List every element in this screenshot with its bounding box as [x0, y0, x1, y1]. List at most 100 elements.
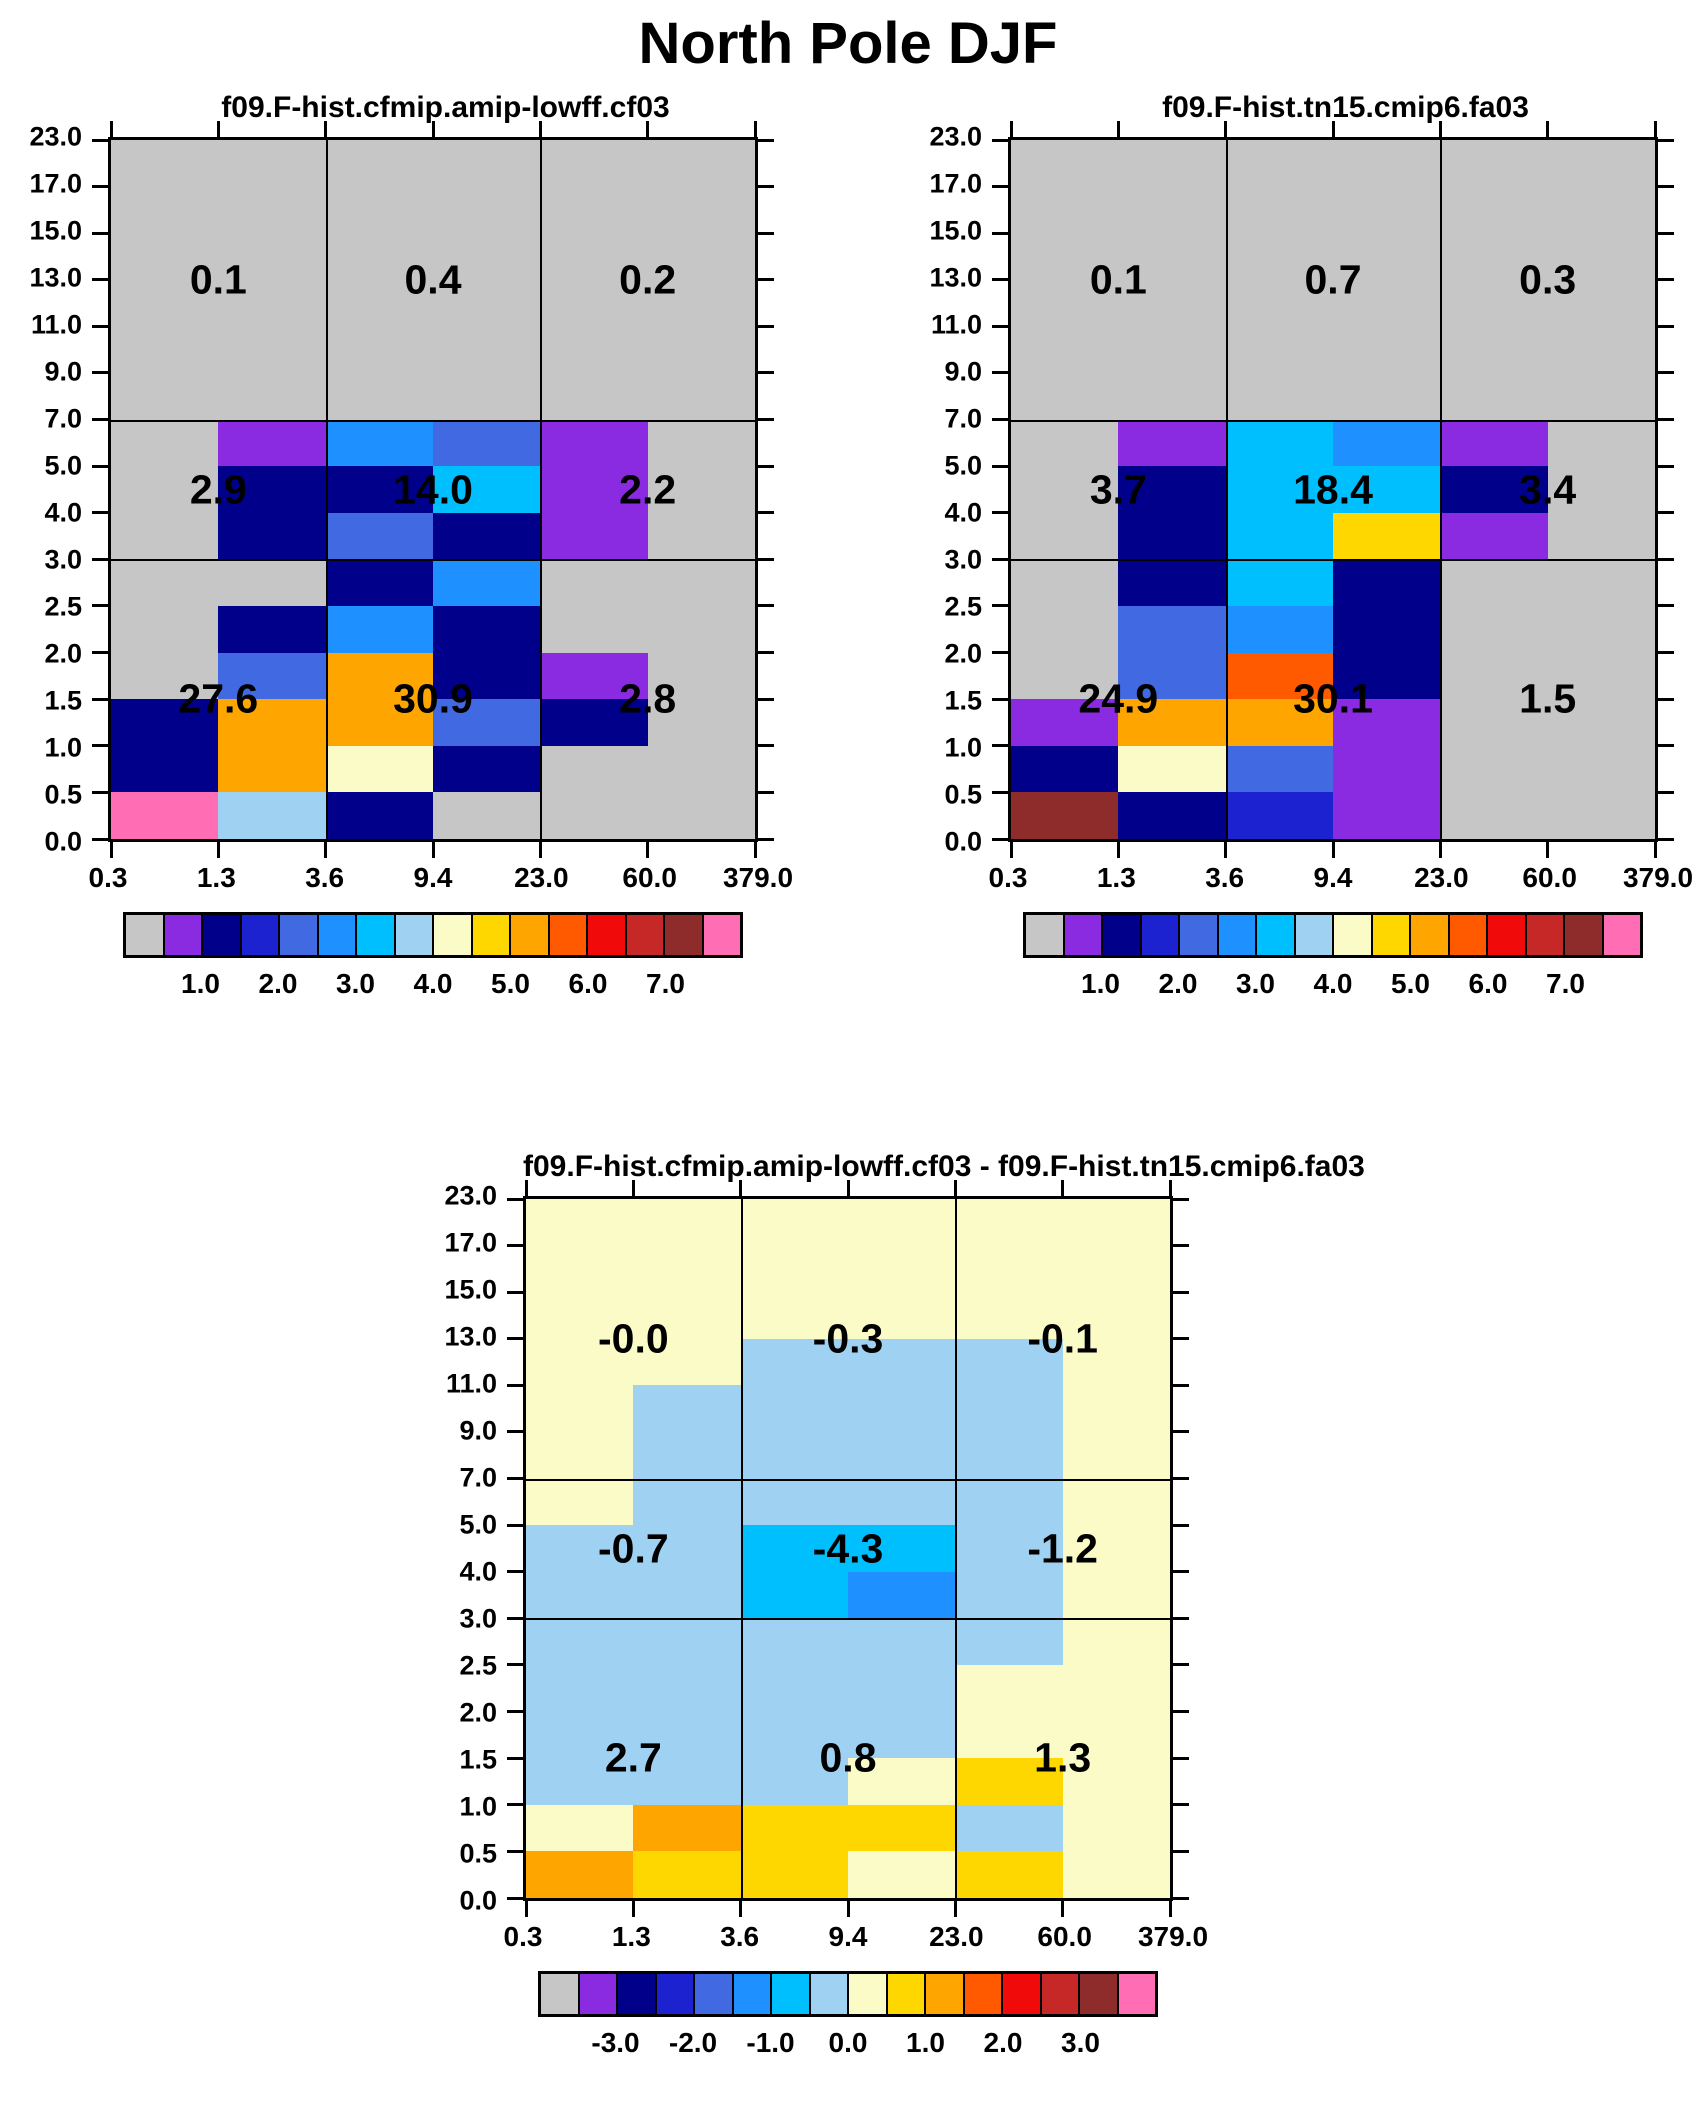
heatmap-cell — [526, 1758, 634, 1805]
region-value: 3.7 — [1089, 466, 1147, 512]
y-axis-tick — [992, 231, 1008, 235]
y-tick-label: 4.0 — [944, 497, 982, 528]
x-tick-label: 9.4 — [1313, 862, 1353, 893]
heatmap-cell — [325, 652, 433, 700]
heatmap-cell — [1062, 1199, 1170, 1246]
y-axis-tick — [1173, 1710, 1189, 1714]
colorbar-tick-label: 7.0 — [1546, 968, 1585, 999]
x-axis-tick — [216, 842, 220, 858]
y-tick-label: 2.0 — [44, 638, 82, 669]
x-axis-tick — [1061, 1901, 1065, 1917]
y-axis-tick — [1173, 1430, 1189, 1434]
heatmap-cell — [526, 1711, 634, 1759]
heatmap-cell — [325, 466, 433, 513]
x-axis-tick — [739, 1180, 743, 1196]
y-tick-label: 2.0 — [944, 638, 982, 669]
colorbar-swatch — [1449, 915, 1488, 955]
heatmap-cell — [526, 1292, 634, 1339]
y-axis-tick — [92, 371, 108, 375]
x-axis-tick — [953, 1901, 957, 1917]
colorbar — [1023, 912, 1643, 958]
y-tick-label: 15.0 — [29, 215, 82, 246]
heatmap-cell — [1011, 419, 1119, 467]
y-axis-tick — [1658, 464, 1674, 468]
heatmap-cell — [1011, 279, 1119, 327]
heatmap-cell — [1333, 466, 1441, 513]
heatmap-cell — [1547, 326, 1655, 373]
colorbar-tick-label: 2.0 — [1158, 968, 1198, 999]
heatmap-cell — [540, 792, 648, 839]
y-axis-tick — [507, 1849, 523, 1853]
region-value: 0.7 — [1304, 256, 1362, 303]
heatmap-cell — [1547, 652, 1655, 700]
heatmap-cells — [526, 1199, 1170, 1898]
heatmap-cell — [433, 745, 541, 793]
heatmap-cell — [526, 1804, 634, 1852]
heatmap-cell — [740, 1618, 848, 1665]
region-value: 18.4 — [1293, 466, 1373, 512]
colorbar-swatch — [1141, 915, 1180, 955]
y-axis-tick — [507, 1803, 523, 1807]
heatmap-cell — [325, 233, 433, 280]
heatmap-cell — [1333, 699, 1441, 746]
heatmap-cell — [1011, 652, 1119, 700]
colorbar-tick-label: 5.0 — [1391, 968, 1430, 999]
heatmap-cell — [633, 1338, 741, 1386]
x-tick-label: 60.0 — [1522, 862, 1577, 893]
y-axis-tick — [758, 697, 774, 701]
heatmap-cell — [848, 1711, 956, 1759]
x-tick-label: 3.6 — [1205, 862, 1245, 893]
y-tick-label: 4.0 — [44, 497, 82, 528]
heatmap-cell — [433, 419, 541, 467]
heatmap-cell — [1225, 652, 1333, 700]
y-axis-tick — [1173, 1337, 1189, 1341]
region-value-overlay: 0.1 0.7 0.3 3.7 18.4 3.4 24.9 30.1 1.5 — [1011, 140, 1655, 839]
region-divider-vertical — [540, 140, 543, 839]
heatmap-cell — [1440, 279, 1548, 327]
panel-title: f09.F-hist.cfmip.amip-lowff.cf03 — [221, 91, 670, 124]
y-axis-tick — [92, 511, 108, 515]
heatmap-cell — [111, 233, 219, 280]
y-axis-tick — [1173, 1523, 1189, 1527]
heatmap-cell — [1333, 792, 1441, 839]
heatmap-cell — [1547, 419, 1655, 467]
heatmap-cell — [955, 1711, 1063, 1759]
heatmap-cell — [1118, 512, 1226, 560]
x-axis-labels: 0.3 1.3 3.6 9.4 23.0 60.0 379.0 — [504, 1901, 1209, 1952]
y-axis-tick — [507, 1197, 523, 1201]
y-tick-label: 2.5 — [44, 591, 82, 622]
heatmap-cell — [647, 140, 755, 187]
heatmap-cell — [1118, 140, 1226, 187]
heatmap-cell — [325, 512, 433, 560]
colorbar-swatch — [164, 915, 203, 955]
heatmap-cell — [633, 1199, 741, 1246]
y-tick-label: 23.0 — [444, 1180, 497, 1211]
heatmap-cell — [1225, 140, 1333, 187]
y-axis-tick — [758, 790, 774, 794]
heatmap-cell — [740, 1199, 848, 1246]
heatmap-cell — [740, 1525, 848, 1572]
x-axis-tick — [1331, 121, 1335, 137]
colorbar-swatch — [656, 1974, 695, 2014]
heatmap-cell — [1118, 326, 1226, 373]
y-tick-label: 9.0 — [44, 356, 82, 387]
y-axis-tick — [758, 651, 774, 655]
y-axis-tick — [92, 231, 108, 235]
heatmap-cell — [325, 186, 433, 234]
colorbar-tick-label: 3.0 — [1061, 2027, 1100, 2058]
region-value: 27.6 — [178, 675, 259, 722]
heatmap-cell — [540, 512, 648, 560]
heatmap-cell — [740, 1711, 848, 1759]
heatmap-cell — [1118, 745, 1226, 793]
heatmap-cell — [1547, 605, 1655, 653]
heatmap-cell — [848, 1664, 956, 1712]
y-axis-tick — [992, 651, 1008, 655]
x-tick-label: 379.0 — [1622, 862, 1694, 893]
heatmap-cell — [1062, 1525, 1170, 1572]
heatmap-cell — [540, 279, 648, 327]
region-value: 3.4 — [1519, 466, 1577, 512]
plot-area: 23.0 17.0 15.0 13.0 11.0 9.0 7.0 5.0 4.0 3.0 2.5 2.… — [913, 121, 1683, 858]
x-axis-tick — [431, 121, 435, 137]
axis-ticks — [92, 121, 774, 858]
heatmap-cell — [647, 326, 755, 373]
